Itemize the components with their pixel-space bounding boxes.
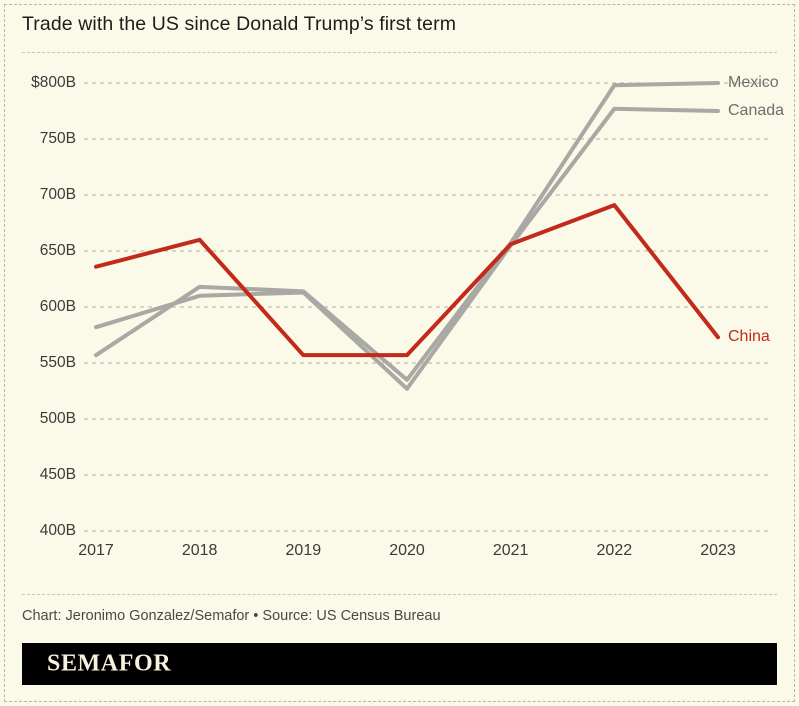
- y-axis-tick-label: 700B: [39, 186, 76, 203]
- y-axis-tick-label: 550B: [39, 354, 76, 371]
- y-axis-tick-label: 600B: [39, 298, 76, 315]
- series-label-mexico: Mexico: [728, 74, 779, 91]
- series-line-china: [94, 203, 720, 358]
- semafor-wordmark: SEMAFOR: [47, 650, 172, 677]
- series-label-canada: Canada: [728, 102, 785, 119]
- series-label-china: China: [728, 328, 770, 346]
- x-axis-tick-label: 2022: [596, 542, 633, 559]
- x-axis-tick-label: 2021: [492, 542, 529, 559]
- title-divider: [22, 52, 777, 53]
- x-axis-tick-label: 2023: [700, 542, 736, 559]
- y-axis-tick-label: 500B: [39, 410, 76, 427]
- x-axis-tick-label: 2019: [285, 542, 322, 559]
- footer-divider: [22, 594, 777, 595]
- y-axis-labels: 400B 450B 500B 550B 600B 650B 700B 750B $800B: [0, 0, 76, 706]
- x-axis-tick-label: 2017: [78, 542, 114, 559]
- page-title: Trade with the US since Donald Trump’s f…: [22, 13, 457, 35]
- y-axis-tick-label: $800B: [31, 74, 76, 91]
- series-line-mexico: [94, 81, 720, 382]
- chart-credit: Chart: Jeronimo Gonzalez/Semafor • Sourc…: [22, 608, 441, 624]
- y-axis-tick-label: 400B: [39, 522, 76, 539]
- series-line-canada: [94, 106, 720, 391]
- y-axis-tick-label: 650B: [39, 242, 76, 259]
- x-axis-tick-label: 2018: [181, 542, 218, 559]
- semafor-logo-bar: SEMAFOR: [22, 643, 777, 685]
- y-axis-tick-label: 450B: [39, 466, 76, 483]
- y-axis-tick-label: 750B: [39, 130, 76, 147]
- x-axis-tick-label: 2020: [389, 542, 425, 559]
